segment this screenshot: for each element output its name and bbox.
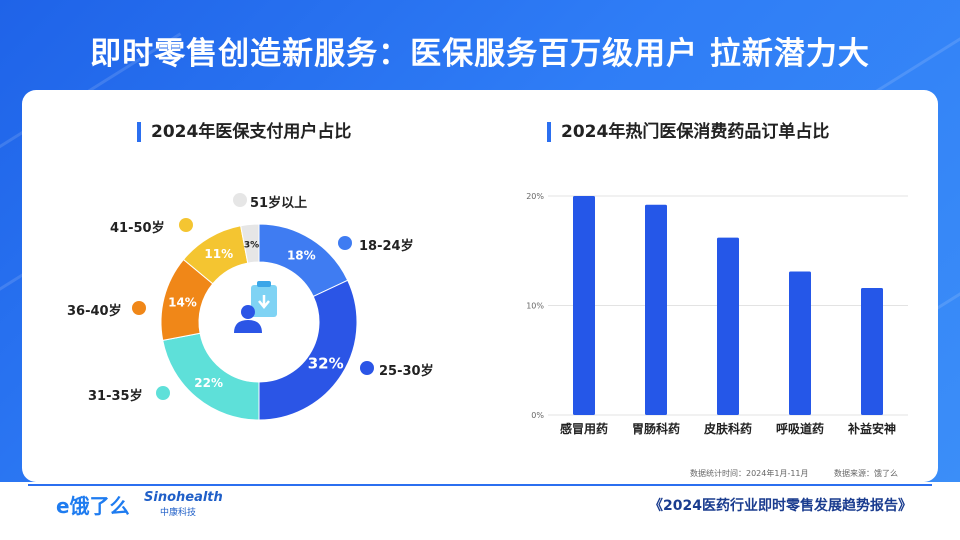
slice-percent-label: 3% <box>244 240 259 250</box>
page-title: 即时零售创造新服务：医保服务百万级用户 拉新潜力大 <box>90 36 870 72</box>
slice-category-label: 25-30岁 <box>379 364 434 379</box>
x-category-label: 呼吸道药 <box>776 421 824 436</box>
x-category-label: 皮肤科药 <box>703 421 752 436</box>
slice-percent-label: 11% <box>204 247 233 261</box>
slice-category-label: 36-40岁 <box>67 304 122 319</box>
legend-dot <box>179 218 193 232</box>
bar <box>789 271 811 415</box>
donut-slice <box>240 223 260 264</box>
legend-dot <box>360 361 374 375</box>
source-note: 数据来源：饿了么 <box>834 469 898 478</box>
slice-percent-label: 22% <box>194 376 223 390</box>
sinohealth-logo-text: Sinohealth <box>144 490 223 505</box>
bar <box>861 287 883 415</box>
slice-category-label: 51岁以上 <box>250 196 308 211</box>
x-category-label: 感冒用药 <box>560 421 608 436</box>
y-tick-label: 0% <box>531 411 544 420</box>
y-tick-label: 20% <box>526 192 544 201</box>
bar-heading: 2024年热门医保消费药品订单占比 <box>547 122 829 142</box>
legend-dot <box>156 386 170 400</box>
bar <box>573 196 595 415</box>
footer-bar <box>0 482 960 540</box>
x-category-label: 胃肠科药 <box>632 421 680 436</box>
slice-percent-label: 14% <box>168 295 197 309</box>
report-title: 《2024医药行业即时零售发展趋势报告》 <box>649 498 912 514</box>
x-category-label: 补益安神 <box>847 421 896 436</box>
legend-dot <box>233 193 247 207</box>
footer-divider <box>28 484 932 486</box>
bar <box>717 237 739 415</box>
slice-category-label: 41-50岁 <box>110 221 165 236</box>
donut-slice <box>258 279 358 421</box>
sinohealth-logo-cn: 中康科技 <box>160 508 197 518</box>
slice-category-label: 31-35岁 <box>88 389 143 404</box>
slice-category-label: 18-24岁 <box>359 239 414 254</box>
stat-time-note: 数据统计时间：2024年1月-11月 <box>690 469 809 478</box>
y-tick-label: 10% <box>526 302 544 311</box>
donut-chart: 18% 32% 22% 14% 11% 3% <box>160 223 358 421</box>
user-document-icon <box>234 281 277 333</box>
legend-dot <box>132 301 146 315</box>
bar <box>645 204 667 415</box>
legend-dot <box>338 236 352 250</box>
donut-heading: 2024年医保支付用户占比 <box>137 122 351 142</box>
content-panel: 2024年医保支付用户占比 2024年热门医保消费药品订单占比 18% 32% 22… <box>22 90 938 482</box>
sinohealth-logo: Sinohealth 中康科技 <box>144 490 223 518</box>
slice-percent-label: 18% <box>287 248 316 262</box>
eleme-logo: e饿了么 <box>56 494 130 518</box>
bar-chart: 0% 10% 20% 感冒用药 胃肠科药 皮肤科药 呼吸道药 补益安神 <box>526 192 908 436</box>
slice-percent-label: 32% <box>308 354 344 372</box>
